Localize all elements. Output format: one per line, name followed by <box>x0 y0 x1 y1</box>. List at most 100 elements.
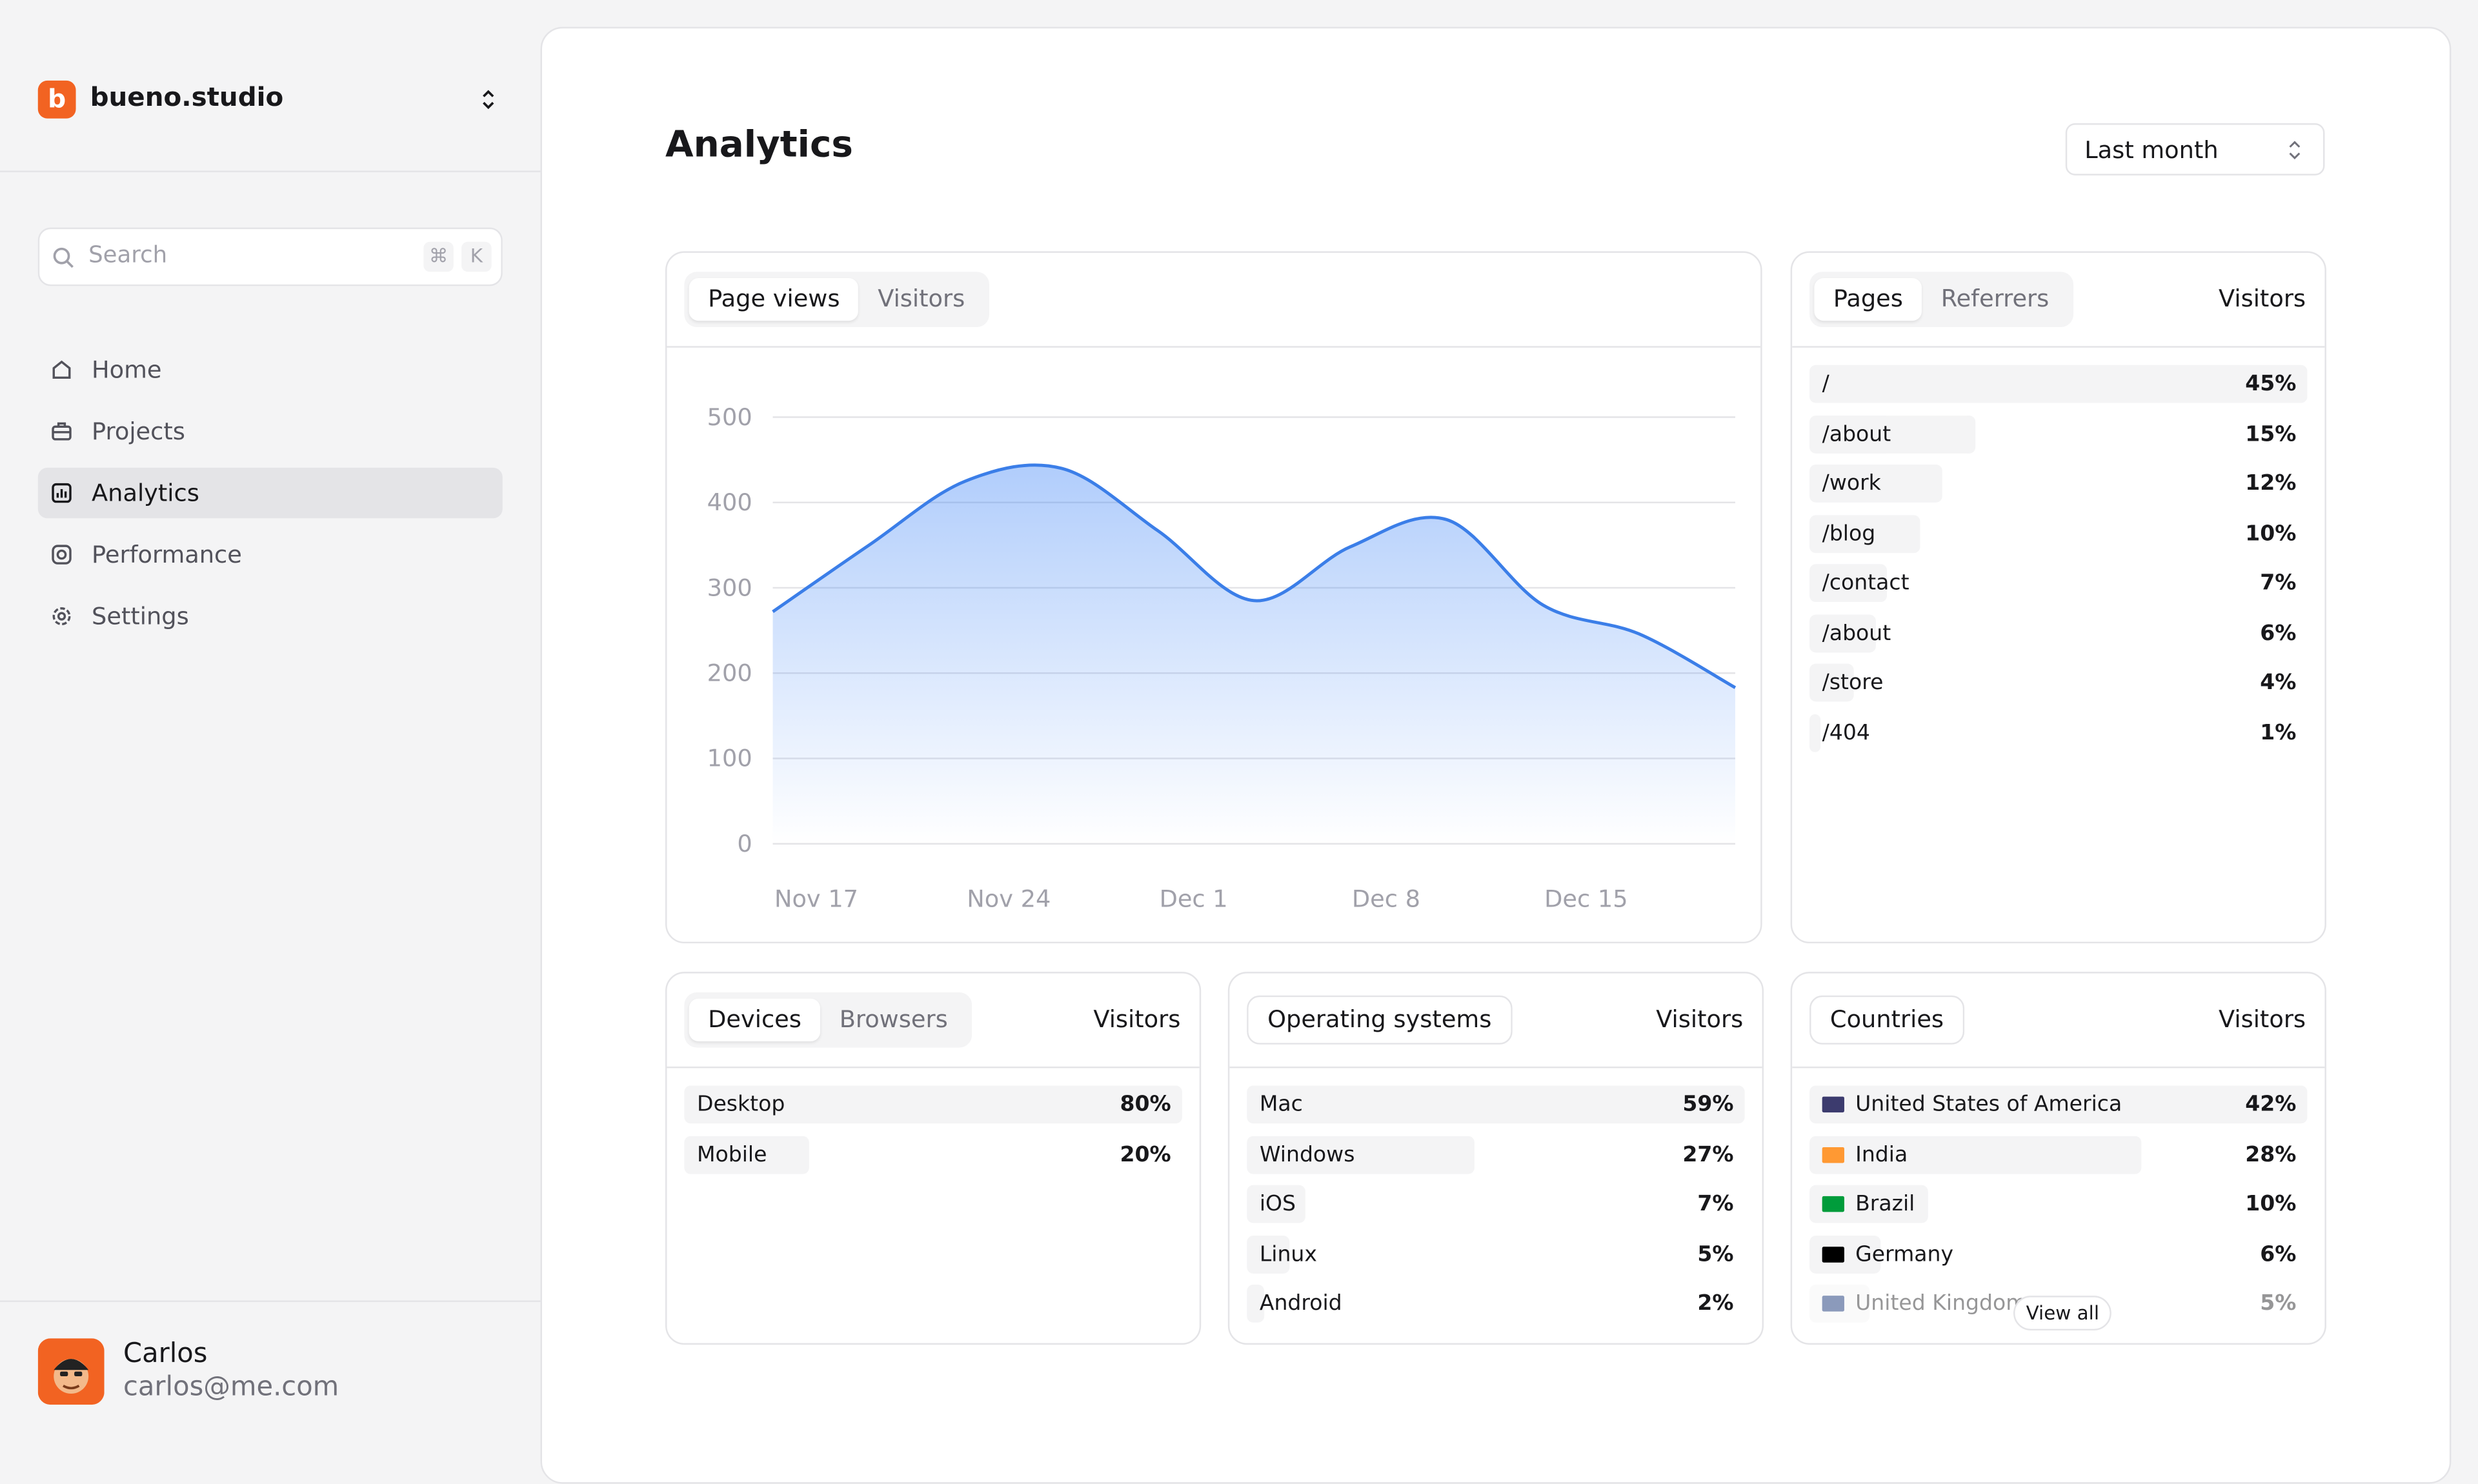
search-box[interactable]: Search ⌘ K <box>37 227 503 286</box>
row-label: /store <box>1822 670 1884 696</box>
range-select[interactable]: Last month <box>2065 123 2325 175</box>
chevrons <box>2289 141 2301 159</box>
page-title: Analytics <box>665 125 853 166</box>
row-value: 6% <box>2260 1241 2297 1267</box>
search-icon <box>53 247 74 268</box>
bar <box>1809 1285 1869 1323</box>
row-label: Desktop <box>697 1092 785 1118</box>
bar <box>1809 1085 2308 1124</box>
divider <box>0 1300 541 1302</box>
nav-icon <box>52 483 72 503</box>
tab[interactable]: Referrers <box>1940 284 2050 313</box>
row-label: /blog <box>1822 520 1876 546</box>
nav-item[interactable]: Home <box>38 345 503 395</box>
list-row: /contact 7% <box>1809 564 2307 603</box>
list-card: Devices Browsers Visitors Desktop 80% Mobile 2… <box>665 972 1202 1345</box>
row-value: 59% <box>1682 1092 1734 1118</box>
bar <box>1809 365 2308 403</box>
tab-group: Page views Visitors <box>684 272 989 327</box>
range-label: Last month <box>2084 135 2219 165</box>
row-label: Android <box>1259 1290 1342 1317</box>
y-tick-label: 300 <box>707 574 752 601</box>
row-label: /404 <box>1822 719 1870 745</box>
logo[interactable]: b <box>37 80 76 119</box>
row-value: 20% <box>1120 1141 1171 1167</box>
tab[interactable]: Visitors <box>878 284 965 313</box>
flag <box>1822 1296 1844 1312</box>
tab[interactable]: Operating systems <box>1248 998 1511 1041</box>
list-row: Windows 27% <box>1247 1135 1744 1174</box>
tab-group: Countries <box>1809 995 1964 1045</box>
user-name: Carlos <box>123 1338 208 1370</box>
row-label: /work <box>1822 470 1881 496</box>
bar <box>1809 414 1976 453</box>
row-label: /about <box>1822 421 1891 446</box>
row-label: United Kingdom <box>1855 1290 2027 1317</box>
bar <box>684 1135 809 1174</box>
bar <box>1247 1085 1745 1124</box>
row-label: Mobile <box>697 1141 767 1167</box>
row-value: 4% <box>2260 670 2297 696</box>
y-tick-label: 200 <box>707 659 752 687</box>
bar <box>1247 1135 1475 1174</box>
nav-label: Performance <box>92 540 242 569</box>
row-label: / <box>1822 371 1829 397</box>
bar <box>1247 1234 1289 1273</box>
column-header: Visitors <box>2219 1005 2306 1034</box>
tab[interactable]: Page views <box>689 278 859 321</box>
tab[interactable]: Pages <box>1814 278 1922 321</box>
list-row: Mobile 20% <box>684 1135 1182 1174</box>
list-row: Germany 6% <box>1809 1234 2307 1273</box>
nav-label: Analytics <box>92 479 199 508</box>
list-row: /about 6% <box>1809 614 2307 652</box>
list-row: India 28% <box>1809 1135 2307 1174</box>
nav-item[interactable]: Settings <box>38 591 503 641</box>
card-header <box>1792 974 2325 1068</box>
nav-item[interactable]: Analytics <box>37 467 503 519</box>
row-value: 6% <box>2260 620 2297 646</box>
view-all-button[interactable]: View all <box>2013 1296 2112 1331</box>
nav-item[interactable]: Performance <box>38 529 503 579</box>
tab[interactable]: Devices <box>689 998 821 1041</box>
workspace-name[interactable]: bueno.studio <box>90 82 284 112</box>
row-value: 5% <box>2260 1290 2297 1317</box>
row-value: 12% <box>2245 470 2297 496</box>
row-label: iOS <box>1259 1191 1296 1217</box>
row-label: /contact <box>1822 570 1909 596</box>
nav-label: Settings <box>92 602 189 631</box>
bar <box>1809 614 1876 652</box>
tab[interactable]: Countries <box>1811 998 1963 1041</box>
row-value: 10% <box>2245 1191 2297 1217</box>
nav-icon <box>52 422 72 441</box>
nav-item[interactable]: Projects <box>38 406 503 456</box>
row-value: 42% <box>2245 1092 2297 1118</box>
app: b bueno.studio Search ⌘ K Home Projects … <box>0 26 2452 1484</box>
tab-group: Operating systems <box>1247 995 1513 1045</box>
flag <box>1822 1146 1844 1163</box>
divider <box>0 170 541 172</box>
column-header: Visitors <box>2219 284 2306 313</box>
card-header <box>1229 974 1762 1068</box>
traffic-card: Page views Visitors 0 100 200 300 400 500 Nov … <box>665 251 1762 944</box>
row-label: India <box>1855 1141 1908 1167</box>
y-tick-label: 0 <box>737 830 752 857</box>
list-row: Desktop 80% <box>684 1085 1182 1124</box>
workspace-switch[interactable] <box>479 88 498 110</box>
list-row: /work 12% <box>1809 465 2307 503</box>
bar <box>1809 663 1854 702</box>
x-tick-label: Dec 1 <box>1160 885 1228 913</box>
avatar[interactable] <box>37 1338 105 1405</box>
bar <box>1809 713 1821 752</box>
nav-icon <box>52 607 71 626</box>
x-tick-label: Dec 15 <box>1544 885 1627 913</box>
card-header <box>667 253 1761 348</box>
list-row: Android 2% <box>1247 1285 1744 1323</box>
search-placeholder: Search <box>88 243 168 269</box>
row-value: 80% <box>1120 1092 1171 1118</box>
list-row: Brazil 10% <box>1809 1185 2307 1223</box>
user-email: carlos@me.com <box>123 1371 339 1403</box>
list-row: /store 4% <box>1809 663 2307 702</box>
tab[interactable]: Browsers <box>839 1005 948 1034</box>
card-header <box>667 974 1200 1068</box>
y-tick-label: 100 <box>707 745 752 772</box>
